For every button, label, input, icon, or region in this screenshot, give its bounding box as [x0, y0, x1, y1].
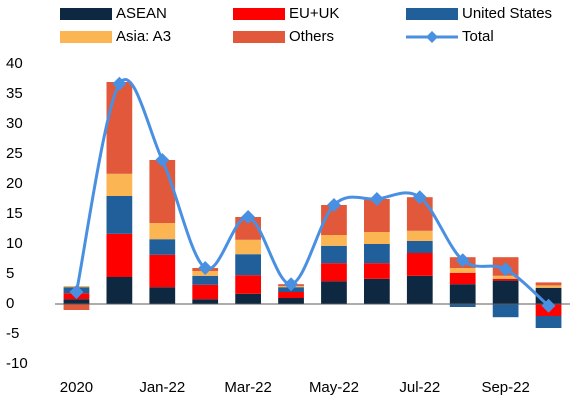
y-tick-label: 30 [6, 115, 23, 132]
bar-segment [278, 298, 304, 304]
line-marker [284, 277, 299, 292]
bar-segment [235, 275, 261, 294]
legend-label: Total [462, 28, 494, 45]
legend-label: EU+UK [289, 5, 339, 22]
bar-segment [106, 173, 133, 196]
bar-segment [364, 244, 390, 264]
bar-segment [492, 278, 519, 281]
bar-segment [535, 316, 562, 328]
bar-segment [192, 284, 219, 300]
legend-swatch [406, 8, 458, 20]
line-marker [498, 262, 513, 277]
legend-swatch [60, 8, 112, 20]
bar-segment [406, 241, 433, 253]
legend-swatch [233, 8, 285, 20]
bar-segment [63, 304, 90, 310]
x-tick-label: Mar-22 [224, 379, 272, 396]
line-marker [369, 192, 384, 206]
legend-label: United States [462, 5, 552, 22]
x-tick-label: May-22 [309, 379, 359, 396]
bar-segment [449, 284, 476, 304]
x-tick-label: Sep-22 [481, 379, 529, 396]
y-tick-label: 0 [6, 295, 14, 312]
bar-segment [278, 292, 304, 298]
bar-segment [235, 239, 261, 255]
bar-segment [149, 287, 176, 304]
line-marker [541, 298, 556, 313]
bar-segment [406, 230, 433, 241]
line [74, 78, 550, 307]
bar-segment [321, 281, 347, 304]
bar-segment [106, 277, 133, 304]
bar-segment [364, 232, 390, 244]
bar-segment [321, 263, 347, 282]
bar-segment [449, 304, 476, 307]
bar-segment [149, 223, 176, 240]
line-marker [455, 253, 470, 268]
line-marker [112, 76, 127, 91]
line-marker [198, 261, 213, 275]
bar-segment [535, 282, 562, 286]
y-tick-label: 40 [6, 55, 23, 72]
line-marker [326, 198, 341, 212]
bar-segment [535, 285, 562, 288]
bar-segment [149, 239, 176, 255]
bar-segment [492, 275, 519, 279]
bar-segment [406, 253, 433, 276]
line-marker [69, 285, 84, 299]
legend-label: Asia: A3 [116, 28, 171, 45]
bar-segment [406, 275, 433, 304]
legend-marker [426, 31, 438, 43]
bar-segment [106, 196, 133, 234]
bar-segment [364, 278, 390, 304]
y-tick-label: 20 [6, 175, 23, 192]
bar-segment [149, 254, 176, 288]
bar-segment [235, 254, 261, 276]
x-tick-label: Jul-22 [399, 379, 440, 396]
bar-segment [192, 299, 219, 304]
y-tick-label: 35 [6, 85, 23, 102]
line-marker [412, 190, 427, 205]
y-tick-label: -10 [6, 355, 28, 372]
y-tick-label: 5 [6, 265, 14, 282]
bar-segment [364, 263, 390, 279]
y-tick-label: 25 [6, 145, 23, 162]
x-tick-label: 2020 [60, 379, 93, 396]
bar-segment [321, 245, 347, 264]
legend-swatch [233, 31, 285, 43]
y-tick-label: 10 [6, 235, 23, 252]
line-marker [241, 210, 256, 224]
bar-segment [449, 272, 476, 285]
legend-label: ASEAN [116, 5, 167, 22]
bar-segment [492, 280, 519, 304]
x-tick-label: Jan-22 [139, 379, 185, 396]
bar-segment [106, 82, 133, 174]
legend-swatch [60, 31, 112, 43]
y-tick-label: 15 [6, 205, 23, 222]
bar-segment [449, 268, 476, 273]
bar-segment [321, 235, 347, 246]
bar-segment [492, 304, 519, 318]
y-tick-label: -5 [6, 325, 19, 342]
bar-segment [235, 293, 261, 304]
bar-segment [63, 299, 90, 304]
legend-label: Others [289, 28, 334, 45]
bar-segment [106, 233, 133, 277]
bar-segment [192, 275, 219, 285]
bar-segment [149, 160, 176, 223]
line-marker [155, 153, 170, 167]
